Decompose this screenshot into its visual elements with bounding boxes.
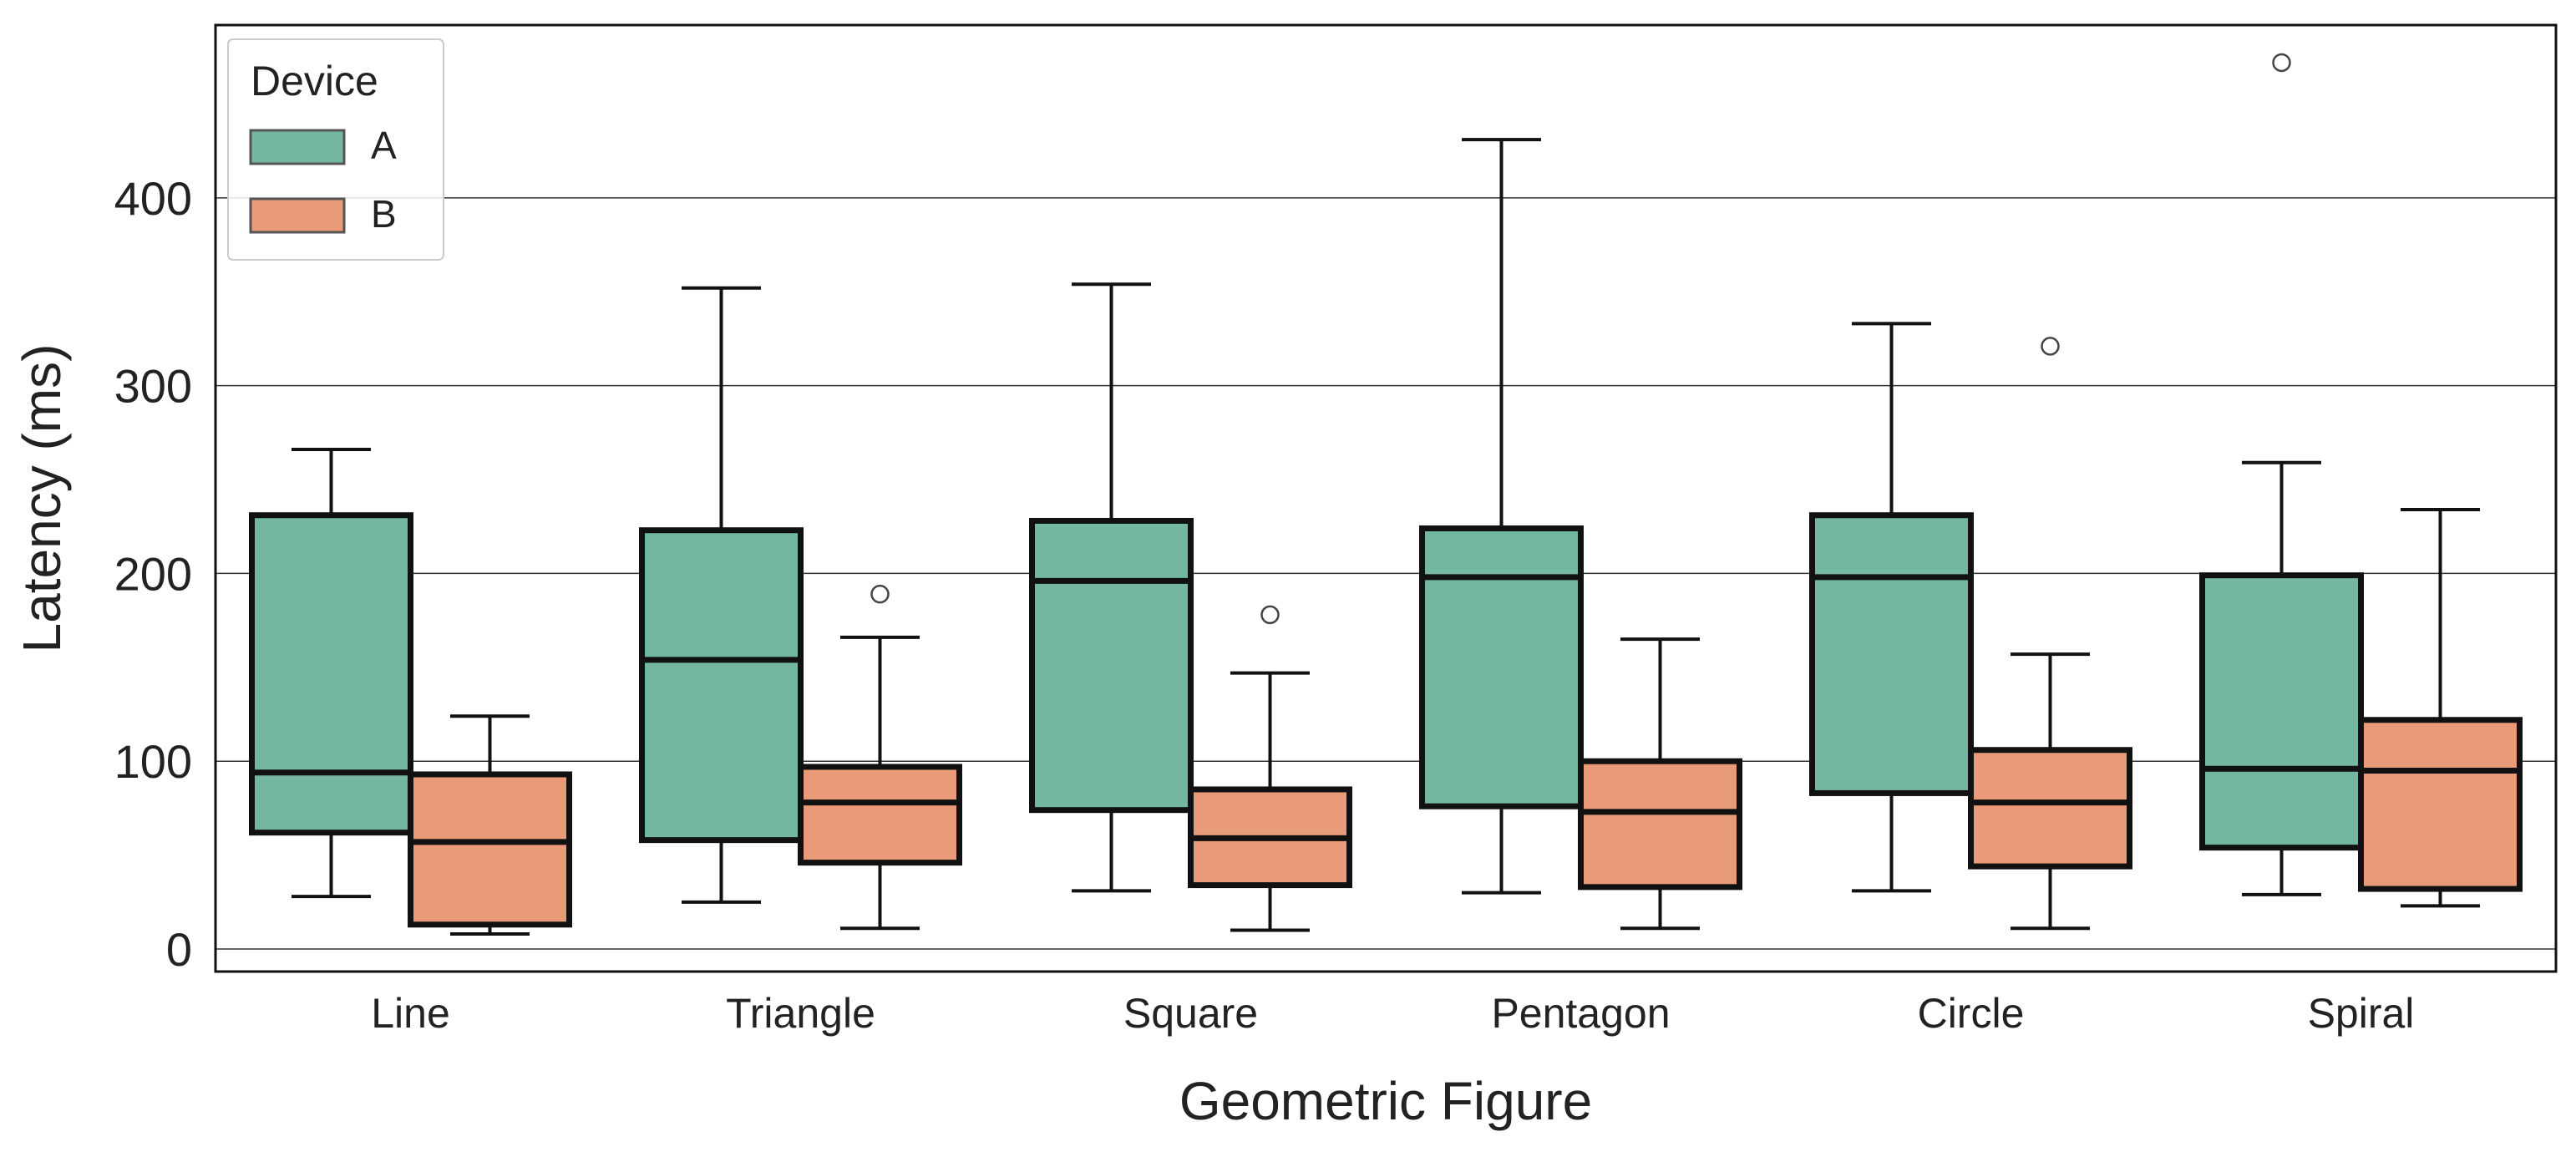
box-b-spiral — [2358, 507, 2523, 908]
box-body — [1968, 747, 2132, 870]
box-b-line — [408, 714, 572, 936]
y-tick-label: 400 — [114, 172, 192, 225]
box-a-circle — [1809, 322, 1974, 893]
box-b-pentagon — [1578, 637, 1742, 931]
legend-title: Device — [251, 58, 378, 104]
y-tick-label: 200 — [114, 547, 192, 600]
box-body — [1419, 525, 1584, 809]
y-axis-title: Latency (ms) — [12, 344, 72, 653]
legend-swatch — [249, 197, 346, 234]
box-body — [798, 764, 962, 866]
outlier-point — [870, 584, 890, 604]
box-b-triangle — [798, 584, 962, 931]
box-a-line — [249, 448, 413, 899]
box-body — [2358, 717, 2523, 892]
legend-label: B — [371, 192, 397, 236]
x-tick-label: Spiral — [2308, 990, 2415, 1037]
box-body — [2199, 572, 2364, 851]
x-axis-ticks: Line Triangle Square Pentagon Circle Spiral — [371, 990, 2414, 1037]
outlier-point — [1260, 605, 1280, 625]
plot-frame — [214, 23, 2558, 973]
x-tick-label: Circle — [1918, 990, 2025, 1037]
box-a-square — [1029, 282, 1194, 893]
box-b-circle — [1968, 337, 2132, 931]
y-tick-label: 100 — [114, 735, 192, 788]
gridlines — [216, 197, 2556, 950]
y-tick-label: 300 — [114, 360, 192, 413]
box-a-spiral — [2199, 53, 2364, 896]
box-body — [408, 771, 572, 928]
box-a-triangle — [639, 286, 804, 904]
y-tick-label: 0 — [166, 923, 192, 976]
y-axis-ticks: 0 100 200 300 400 — [114, 172, 192, 976]
boxes — [249, 53, 2523, 936]
box-body — [1809, 512, 1974, 796]
x-tick-label: Pentagon — [1491, 990, 1670, 1037]
box-b-square — [1188, 605, 1352, 932]
outlier-point — [2272, 53, 2291, 73]
box-body — [249, 512, 413, 836]
x-tick-label: Square — [1123, 990, 1258, 1037]
legend: Device AB — [227, 38, 444, 261]
legend-swatch — [249, 129, 346, 165]
box-body — [639, 527, 804, 844]
x-tick-label: Line — [371, 990, 450, 1037]
x-axis-title: Geometric Figure — [1179, 1071, 1592, 1131]
x-tick-label: Triangle — [726, 990, 875, 1037]
outlier-point — [2041, 337, 2060, 356]
box-a-pentagon — [1419, 138, 1584, 895]
box-body — [1578, 758, 1742, 891]
box-body — [1029, 517, 1194, 814]
legend-label: A — [371, 124, 397, 167]
legend-items: AB — [249, 124, 397, 236]
